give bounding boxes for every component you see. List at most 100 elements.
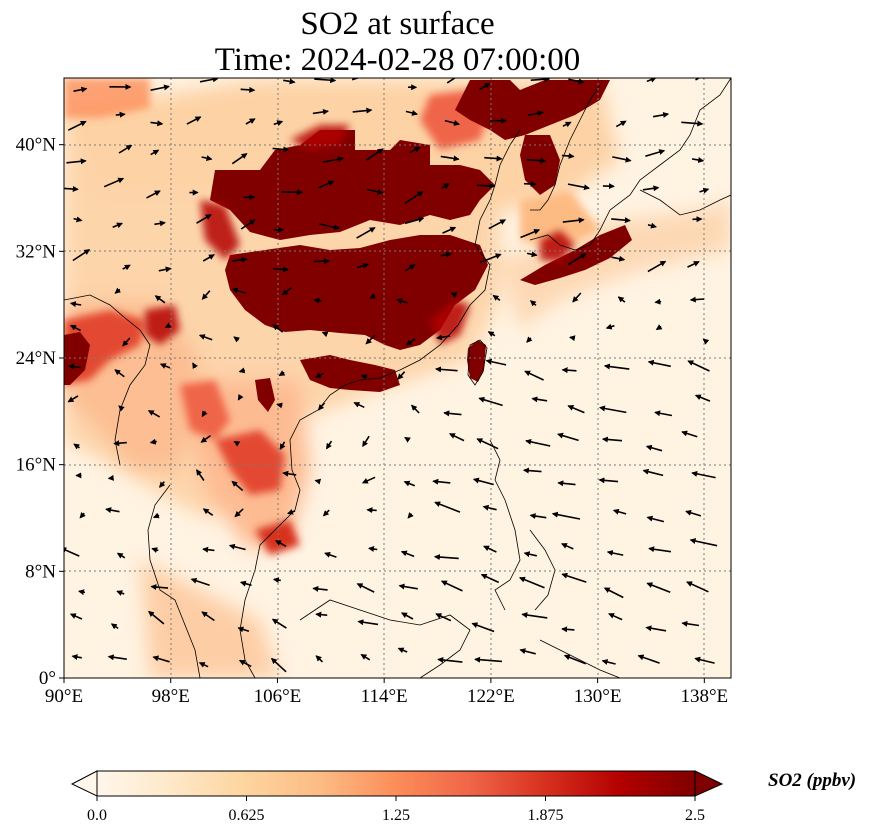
lat-tick-label: 16°N: [16, 455, 57, 476]
wind-arrow: [694, 394, 711, 402]
wind-arrow: [689, 296, 705, 303]
wind-arrow: [645, 149, 666, 157]
wind-arrow: [150, 584, 169, 591]
coastlines: [64, 78, 731, 678]
wind-arrow: [685, 509, 702, 517]
wind-arrow: [366, 507, 377, 514]
wind-arrow: [562, 121, 572, 128]
wind-arrow: [487, 331, 496, 337]
lat-tick-label: 24°N: [16, 348, 57, 369]
wind-arrow: [432, 478, 451, 485]
wind-arrow: [318, 180, 335, 189]
wind-arrow: [485, 358, 507, 366]
wind-arrow: [435, 613, 452, 622]
wind-arrow: [611, 255, 626, 262]
wind-arrow: [398, 583, 418, 590]
wind-arrow: [283, 78, 296, 85]
wind-arrow: [154, 220, 166, 227]
wind-arrow: [531, 396, 548, 403]
wind-arrow: [237, 393, 244, 401]
wind-arrow: [152, 512, 160, 519]
wind-arrow: [642, 185, 660, 192]
wind-arrow: [272, 577, 281, 584]
wind-arrow: [198, 662, 209, 668]
wind-arrow: [69, 301, 82, 308]
wind-arrow: [479, 82, 491, 90]
wind-arrow: [448, 433, 465, 442]
wind-arrow: [233, 336, 240, 343]
wind-arrow: [237, 626, 250, 633]
wind-arrow: [356, 262, 370, 269]
wind-arrow: [122, 337, 131, 347]
wind-arrow: [228, 543, 246, 551]
wind-arrow: [603, 363, 630, 370]
wind-arrow: [699, 187, 710, 194]
wind-arrow: [150, 84, 170, 91]
wind-arrow: [275, 540, 287, 547]
wind-arrow: [199, 78, 219, 83]
wind-arrow: [321, 331, 329, 338]
wind-arrow: [612, 508, 627, 515]
colorbar-tick-label: 2.5: [685, 807, 705, 824]
wind-arrow: [238, 367, 246, 374]
wind-arrow: [606, 550, 624, 556]
wind-arrow: [73, 86, 88, 93]
wind-arrow: [567, 253, 587, 266]
wind-arrow: [113, 440, 127, 447]
wind-arrow: [560, 543, 574, 550]
lon-tick-label: 130°E: [574, 686, 622, 707]
wind-arrow: [563, 654, 586, 665]
wind-arrow: [409, 146, 421, 154]
wind-arrow: [150, 120, 164, 127]
wind-arrow: [645, 444, 663, 452]
chart-title-line2: Time: 2024-02-28 07:00:00: [214, 42, 581, 78]
wind-arrow: [686, 581, 709, 593]
wind-arrow: [198, 334, 213, 341]
wind-arrow: [356, 227, 376, 239]
wind-arrow: [118, 405, 125, 412]
wind-arrow: [647, 260, 667, 273]
so2-field: [64, 78, 731, 678]
wind-arrow: [158, 266, 172, 273]
wind-arrow: [273, 266, 289, 273]
wind-arrow: [648, 546, 672, 553]
wind-arrow: [272, 146, 290, 153]
colorbar-extend-min: [70, 770, 98, 797]
wind-arrow: [561, 367, 577, 374]
wind-arrow: [615, 120, 627, 128]
wind-arrow: [315, 611, 328, 618]
wind-arrow: [78, 589, 86, 596]
wind-arrow: [201, 290, 211, 300]
wind-arrow: [605, 323, 615, 330]
wind-arrow: [118, 144, 133, 154]
wind-arrow: [71, 654, 82, 661]
wind-arrow: [69, 613, 83, 620]
wind-arrow: [471, 622, 495, 633]
wind-arrow: [518, 576, 545, 589]
wind-arrow: [353, 401, 365, 409]
wind-arrow: [315, 655, 324, 663]
wind-arrow: [557, 480, 576, 487]
wind-arrow: [313, 297, 322, 304]
wind-arrow: [351, 78, 370, 81]
wind-arrow: [488, 219, 507, 230]
wind-arrow: [159, 481, 166, 488]
wind-arrow: [652, 111, 670, 118]
wind-arrow: [396, 298, 408, 304]
wind-arrow: [601, 436, 623, 443]
colorbar-tick-label: 0.625: [229, 807, 265, 824]
wind-arrow: [436, 334, 451, 341]
wind-arrow: [202, 254, 215, 262]
wind-arrow: [443, 410, 462, 417]
wind-arrow: [116, 590, 125, 596]
wind-arrow: [404, 191, 424, 204]
wind-arrow: [146, 190, 161, 199]
wind-arrow: [611, 217, 631, 224]
wind-arrow: [352, 107, 373, 114]
wind-arrow: [69, 324, 81, 332]
wind-arrow: [405, 264, 416, 272]
wind-arrow: [148, 610, 165, 625]
wind-arrow: [201, 611, 215, 622]
wind-arrow: [687, 260, 700, 268]
wind-arrow: [450, 292, 458, 298]
